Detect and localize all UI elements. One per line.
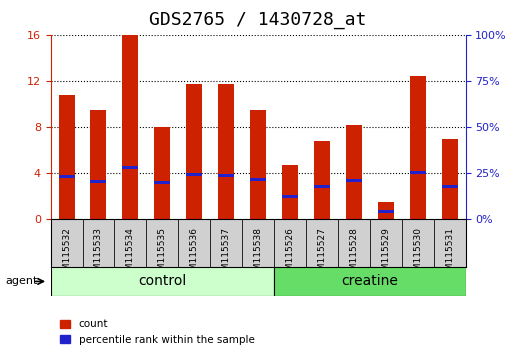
Text: GSM115530: GSM115530 [412, 227, 421, 282]
Bar [401, 219, 433, 267]
Bar [249, 110, 266, 219]
Text: GSM115535: GSM115535 [158, 227, 167, 282]
Text: control: control [138, 274, 186, 289]
Text: GSM115526: GSM115526 [285, 227, 294, 281]
Bar [369, 219, 401, 267]
Bar [337, 219, 369, 267]
Bar [90, 180, 106, 183]
Bar [186, 84, 202, 219]
Text: GSM115532: GSM115532 [62, 227, 71, 281]
Bar [441, 185, 457, 188]
Text: agent: agent [5, 276, 37, 286]
Bar [241, 219, 274, 267]
Bar [50, 267, 274, 296]
Text: GSM115528: GSM115528 [348, 227, 358, 281]
Bar [281, 195, 297, 198]
Text: GSM115538: GSM115538 [253, 227, 262, 282]
Bar [82, 219, 114, 267]
Bar [274, 267, 465, 296]
Bar [178, 219, 210, 267]
Bar [90, 110, 106, 219]
Bar [122, 166, 138, 169]
Bar [218, 84, 234, 219]
Text: GSM115537: GSM115537 [221, 227, 230, 282]
Bar [377, 202, 393, 219]
Bar [154, 181, 170, 184]
Bar [249, 178, 266, 181]
Legend: count, percentile rank within the sample: count, percentile rank within the sample [56, 315, 258, 349]
Bar [345, 125, 361, 219]
Bar [441, 139, 457, 219]
Text: GSM115529: GSM115529 [380, 227, 389, 281]
Bar [313, 141, 329, 219]
Bar [313, 185, 329, 188]
Bar [154, 127, 170, 219]
Bar [274, 219, 306, 267]
Bar [409, 76, 425, 219]
Bar [50, 219, 82, 267]
Bar [59, 95, 74, 219]
Text: GSM115527: GSM115527 [317, 227, 326, 281]
Bar [210, 219, 241, 267]
Bar [433, 219, 465, 267]
Bar [377, 210, 393, 213]
Text: GSM115536: GSM115536 [189, 227, 198, 282]
Bar [186, 173, 202, 176]
Bar [345, 179, 361, 182]
Bar [281, 165, 297, 219]
Text: GSM115534: GSM115534 [126, 227, 135, 281]
Bar [146, 219, 178, 267]
Bar [218, 174, 234, 177]
Bar [122, 35, 138, 219]
Text: GSM115533: GSM115533 [94, 227, 103, 282]
Bar [114, 219, 146, 267]
Bar [59, 176, 74, 178]
Text: GDS2765 / 1430728_at: GDS2765 / 1430728_at [149, 11, 366, 29]
Text: creatine: creatine [341, 274, 397, 289]
Bar [409, 171, 425, 174]
Bar [306, 219, 337, 267]
Text: GSM115531: GSM115531 [444, 227, 453, 282]
